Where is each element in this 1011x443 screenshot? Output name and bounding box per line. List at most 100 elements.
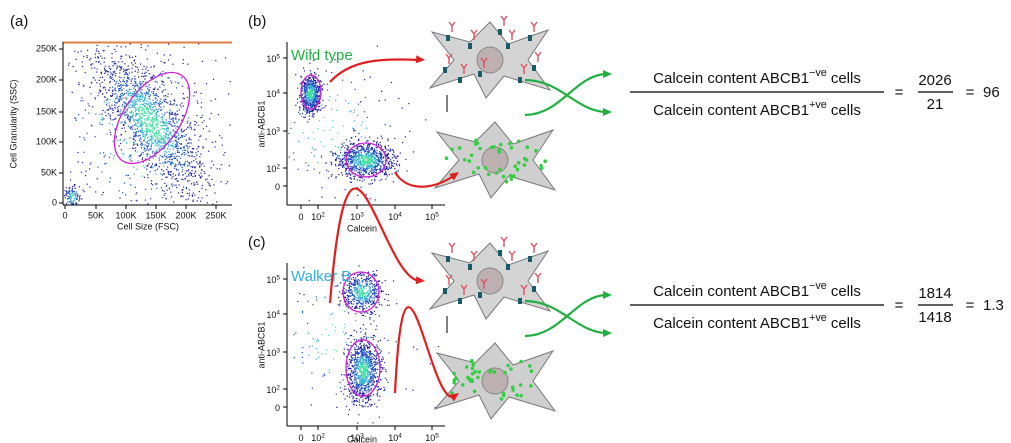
- antibody: [501, 16, 507, 26]
- scatter-dot: [163, 135, 164, 136]
- scatter-dot: [305, 93, 306, 94]
- scatter-dot: [72, 191, 73, 192]
- scatter-dot: [352, 160, 353, 161]
- scatter-dot: [191, 170, 192, 171]
- scatter-dot: [142, 136, 143, 137]
- scatter-dot: [366, 168, 367, 169]
- scatter-dot: [151, 67, 152, 68]
- scatter-dot: [374, 157, 375, 158]
- scatter-dot: [179, 162, 180, 163]
- scatter-dot: [376, 345, 377, 346]
- scatter-dot: [114, 63, 115, 64]
- scatter-dot: [353, 158, 354, 159]
- scatter-dot: [128, 69, 129, 70]
- scatter-dot: [315, 87, 316, 88]
- scatter-dot: [357, 179, 358, 180]
- scatter-dot: [373, 170, 374, 171]
- scatter-dot: [160, 173, 161, 174]
- scatter-dot: [388, 145, 389, 146]
- scatter-dot: [102, 93, 103, 94]
- scatter-dot: [145, 115, 146, 116]
- scatter-dot: [190, 122, 191, 123]
- scatter-dot: [367, 146, 368, 147]
- scatter-dot: [354, 156, 355, 157]
- scatter-dot: [79, 199, 80, 200]
- scatter-dot: [135, 71, 136, 72]
- scatter-dot: [125, 69, 126, 70]
- scatter-dot: [182, 86, 183, 87]
- scatter-dot: [168, 59, 169, 60]
- scatter-dot: [359, 294, 360, 295]
- scatter-dot: [181, 129, 182, 130]
- scatter-dot: [307, 102, 308, 103]
- scatter-dot: [344, 354, 345, 355]
- scatter-dot: [141, 89, 142, 90]
- scatter-dot: [364, 160, 365, 161]
- arrow-head: [416, 55, 426, 64]
- scatter-dot: [119, 76, 120, 77]
- scatter-dot: [164, 54, 165, 55]
- scatter-dot: [147, 156, 148, 157]
- scatter-dot: [314, 102, 315, 103]
- scatter-dot: [314, 92, 315, 93]
- y-tick-label: 50K: [41, 167, 57, 177]
- scatter-dot: [363, 165, 364, 166]
- scatter-dot: [313, 94, 314, 95]
- scatter-dot: [161, 156, 162, 157]
- scatter-dot: [366, 293, 367, 294]
- scatter-dot: [377, 156, 378, 157]
- scatter-dot: [300, 101, 301, 102]
- scatter-dot: [117, 67, 118, 68]
- scatter-dot: [178, 181, 179, 182]
- scatter-dot: [387, 155, 388, 156]
- scatter-dot: [102, 119, 103, 120]
- scatter-dot: [159, 157, 160, 158]
- scatter-dot: [351, 370, 352, 371]
- scatter-dot: [183, 59, 184, 60]
- scatter-dot: [188, 127, 189, 128]
- scatter-dot: [379, 160, 380, 161]
- scatter-dot: [175, 119, 176, 120]
- arrow-head: [603, 108, 612, 116]
- scatter-dot: [368, 387, 369, 388]
- scatter-dot: [163, 132, 164, 133]
- scatter-dot: [383, 158, 384, 159]
- scatter-dot: [165, 95, 166, 96]
- scatter-dot: [100, 56, 101, 57]
- scatter-dot: [170, 174, 171, 175]
- scatter-dot: [400, 153, 401, 154]
- scatter-dot: [104, 156, 105, 157]
- scatter-dot: [121, 93, 122, 94]
- scatter-dot: [322, 89, 323, 90]
- scatter-dot: [131, 161, 132, 162]
- scatter-dot: [181, 130, 182, 131]
- scatter-dot: [350, 373, 351, 374]
- scatter-dot: [199, 166, 200, 167]
- scatter-dot: [186, 176, 187, 177]
- scatter-dot: [90, 58, 91, 59]
- scatter-dot: [156, 114, 157, 115]
- antibody: [449, 22, 455, 32]
- denominator: Calcein content ABCB1+vecells: [653, 99, 861, 119]
- scatter-dot: [121, 84, 122, 85]
- scatter-dot: [136, 131, 137, 132]
- scatter-dot: [184, 150, 185, 151]
- scatter-dot: [369, 374, 370, 375]
- scatter-dot: [138, 69, 139, 70]
- scatter-dot: [196, 182, 197, 183]
- scatter-dot: [151, 133, 152, 134]
- scatter-dot: [126, 74, 127, 75]
- scatter-dot: [135, 66, 136, 67]
- scatter-dot: [170, 154, 171, 155]
- scatter-dot: [379, 153, 380, 154]
- scatter-dot: [363, 301, 364, 302]
- scatter-dot: [189, 162, 190, 163]
- scatter-dot: [167, 140, 168, 141]
- scatter-dot: [145, 96, 146, 97]
- scatter-dot: [149, 123, 150, 124]
- scatter-dot: [148, 163, 149, 164]
- panel-label: (c): [248, 234, 266, 251]
- scatter-dot: [90, 164, 91, 165]
- scatter-dot: [134, 91, 135, 92]
- scatter-dot: [228, 94, 229, 95]
